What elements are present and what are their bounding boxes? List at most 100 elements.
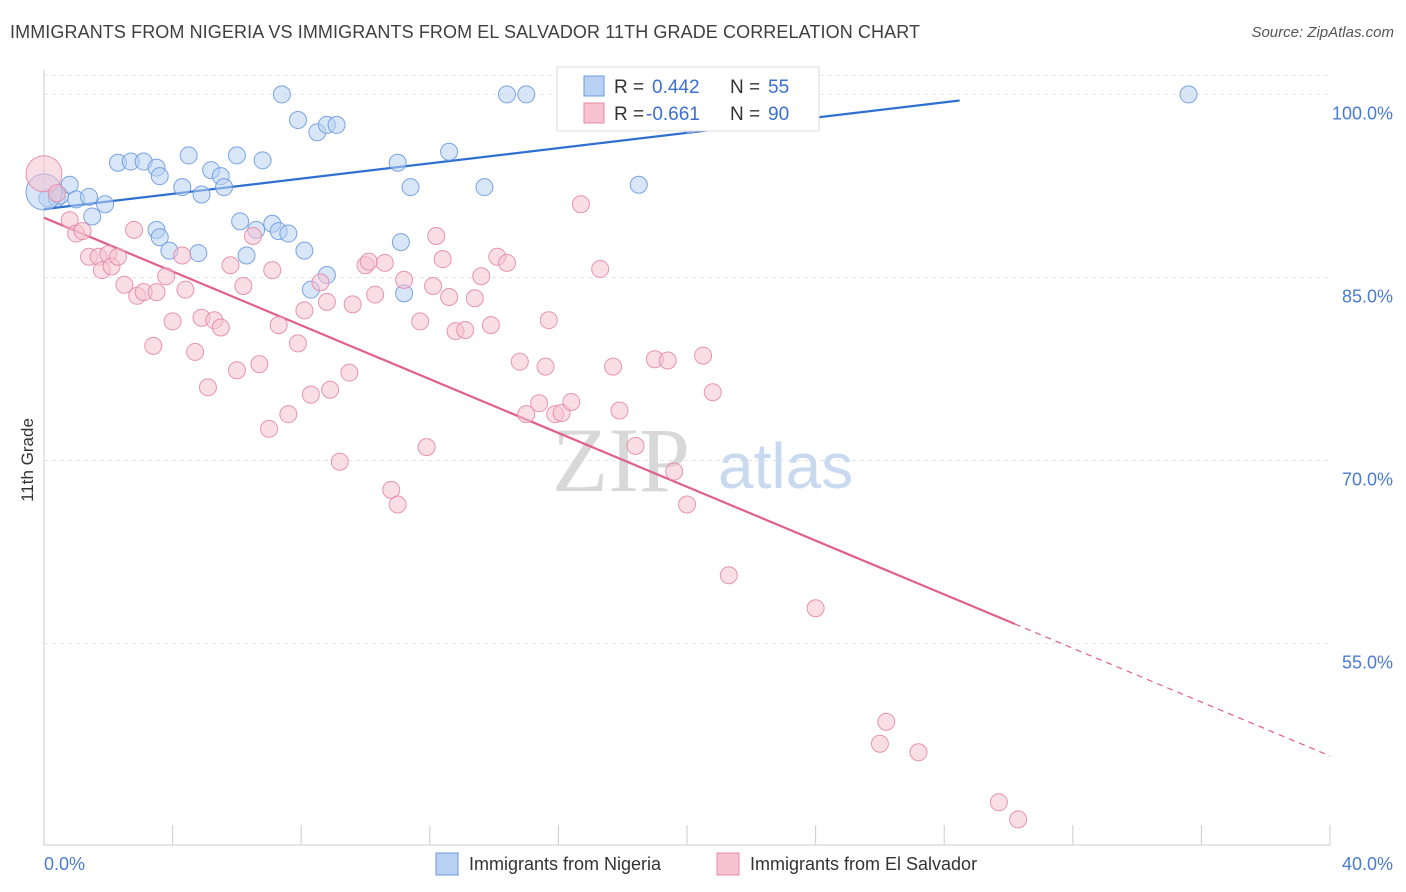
point-0-39 xyxy=(388,153,407,172)
x-tick-label-0: 0.0% xyxy=(44,854,85,874)
legend-swatch-nigeria xyxy=(583,75,605,97)
legend-n-value-2: 90 xyxy=(768,104,789,125)
point-1-38 xyxy=(311,273,330,292)
point-1-28 xyxy=(234,277,253,296)
point-0-19 xyxy=(192,185,211,204)
point-1-84 xyxy=(806,599,825,618)
point-1-86 xyxy=(909,743,928,762)
point-1-36 xyxy=(295,301,314,320)
x-tick-label-1: 40.0% xyxy=(1342,854,1393,874)
point-1-52 xyxy=(417,438,436,457)
point-1-25 xyxy=(211,318,230,337)
point-1-78 xyxy=(658,351,677,370)
legend-r-label-2: R = xyxy=(614,104,644,125)
point-0-48 xyxy=(629,175,648,194)
y-tick-label-1: 70.0% xyxy=(1342,470,1393,490)
point-1-80 xyxy=(678,495,696,514)
point-1-1 xyxy=(47,184,66,203)
point-0-43 xyxy=(440,142,459,161)
point-1-65 xyxy=(517,405,536,424)
point-1-45 xyxy=(359,252,378,271)
point-1-76 xyxy=(626,436,645,455)
point-0-31 xyxy=(279,224,298,243)
point-0-42 xyxy=(401,178,420,197)
bottom-legend-label-nigeria: Immigrants from Nigeria xyxy=(469,854,662,874)
point-1-35 xyxy=(288,334,307,353)
point-1-68 xyxy=(539,311,558,330)
point-1-23 xyxy=(198,378,217,397)
point-1-10 xyxy=(108,247,127,266)
point-1-88 xyxy=(989,793,1008,812)
point-0-32 xyxy=(288,111,307,130)
point-1-41 xyxy=(330,452,349,471)
point-1-12 xyxy=(125,220,144,239)
point-1-89 xyxy=(1009,810,1028,829)
trend-line-dashed-1 xyxy=(1014,623,1331,757)
point-1-32 xyxy=(263,261,282,280)
point-1-47 xyxy=(375,253,394,272)
point-1-55 xyxy=(433,250,452,269)
chart-source: Source: ZipAtlas.com xyxy=(1251,24,1394,41)
point-1-31 xyxy=(260,419,279,438)
point-0-44 xyxy=(475,178,494,197)
point-1-58 xyxy=(456,320,475,339)
point-1-19 xyxy=(173,246,192,265)
point-1-50 xyxy=(395,270,414,289)
point-1-61 xyxy=(481,316,500,335)
point-0-45 xyxy=(497,85,516,104)
point-1-49 xyxy=(388,495,407,514)
point-0-24 xyxy=(231,212,250,231)
y-tick-label-2: 85.0% xyxy=(1342,286,1393,306)
axes xyxy=(43,70,1331,846)
point-1-63 xyxy=(497,253,516,272)
point-0-15 xyxy=(150,167,169,186)
point-1-51 xyxy=(411,312,430,331)
point-1-20 xyxy=(176,280,195,299)
point-0-30 xyxy=(272,85,291,104)
point-1-71 xyxy=(562,392,581,411)
point-1-42 xyxy=(340,363,359,382)
point-0-23 xyxy=(227,146,246,165)
point-0-25 xyxy=(237,246,256,265)
point-1-79 xyxy=(665,462,684,481)
y-tick-label-3: 100.0% xyxy=(1332,103,1393,123)
point-1-34 xyxy=(279,405,298,424)
legend-r-value-1: 0.442 xyxy=(652,77,700,98)
point-1-16 xyxy=(147,283,166,302)
point-1-30 xyxy=(250,355,269,374)
point-0-33 xyxy=(295,241,314,260)
point-1-37 xyxy=(301,385,320,404)
y-tick-label-0: 55.0% xyxy=(1342,653,1393,673)
point-1-11 xyxy=(115,275,134,294)
bottom-legend-swatch-nigeria xyxy=(435,852,459,876)
point-1-43 xyxy=(343,295,362,314)
y-tick-labels: 55.0% 70.0% 85.0% 100.0% xyxy=(1332,103,1393,672)
y-axis-title: 11th Grade xyxy=(18,418,37,502)
point-1-21 xyxy=(186,342,205,361)
point-1-29 xyxy=(243,226,262,245)
watermark: ZIP atlas xyxy=(552,409,853,511)
legend-r-value-2: -0.661 xyxy=(646,104,700,125)
bottom-legend: Immigrants from Nigeria Immigrants from … xyxy=(435,852,977,876)
point-0-46 xyxy=(517,85,536,104)
series-1 xyxy=(25,155,1028,829)
point-1-46 xyxy=(366,285,385,304)
point-0-6 xyxy=(83,207,102,226)
legend-n-label-2: N = xyxy=(730,104,760,125)
point-1-85 xyxy=(877,712,896,731)
point-1-81 xyxy=(694,346,713,365)
point-0-26 xyxy=(253,151,272,170)
point-0-17 xyxy=(179,146,198,165)
bottom-legend-label-el-salvador: Immigrants from El Salvador xyxy=(750,854,977,874)
point-1-72 xyxy=(571,195,590,214)
bottom-legend-swatch-el-salvador xyxy=(716,852,740,876)
point-1-82 xyxy=(703,383,722,402)
x-tick-labels: 0.0% 40.0% xyxy=(44,854,1393,874)
point-0-51 xyxy=(1179,85,1198,104)
point-1-59 xyxy=(465,289,484,308)
point-1-87 xyxy=(870,734,889,753)
point-1-66 xyxy=(530,394,549,413)
legend-swatch-el-salvador xyxy=(583,102,605,124)
point-0-22 xyxy=(215,178,234,197)
